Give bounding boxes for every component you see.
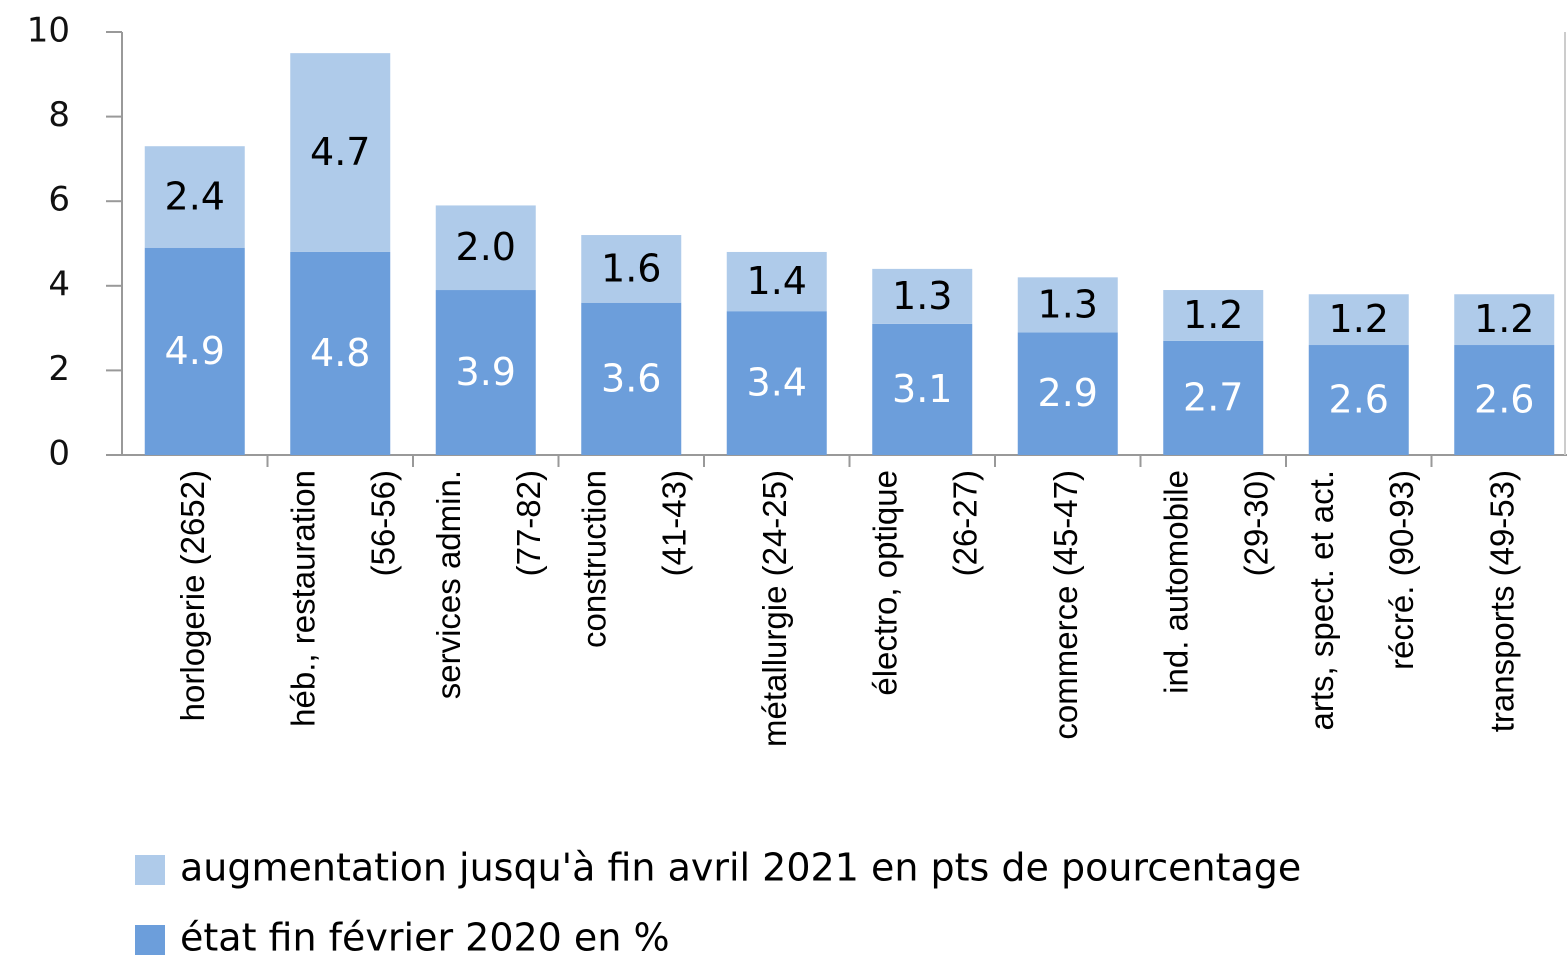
- x-tick-label-line: récré. (90-93): [1382, 470, 1419, 670]
- x-tick-label-line: services admin.: [429, 470, 466, 699]
- y-tick-label: 10: [27, 11, 70, 51]
- x-tick-label: services admin. (77-82): [429, 470, 546, 699]
- x-tick-label-line: construction: [575, 470, 612, 648]
- x-tick-label: électro, optique (26-27): [866, 470, 983, 696]
- x-tick-label-line: arts, spect. et act.: [1302, 470, 1339, 730]
- data-label: 4.7: [310, 130, 370, 174]
- bar-segment: [1017, 277, 1118, 333]
- x-tick-label: héb., restauration (56-56): [284, 470, 401, 727]
- bar-segment: [144, 146, 245, 248]
- bar-segment: [290, 53, 391, 252]
- data-label: 2.0: [456, 225, 516, 269]
- data-label: 2.4: [165, 174, 225, 218]
- bar-segment: [726, 311, 827, 455]
- data-label: 1.3: [892, 274, 952, 318]
- y-tick-label: 4: [48, 264, 70, 304]
- data-label: 3.9: [456, 350, 516, 394]
- data-label: 1.2: [1183, 293, 1243, 337]
- x-tick-label-line: commerce (45-47): [1046, 470, 1083, 740]
- data-label: 1.3: [1038, 282, 1098, 326]
- data-label: 3.1: [892, 367, 952, 411]
- bar-segment: [1163, 340, 1264, 455]
- bar-segment: [435, 205, 536, 291]
- data-label: 1.4: [747, 259, 807, 303]
- x-tick-label: transports (49-53): [1483, 470, 1520, 732]
- data-label: 4.9: [165, 329, 225, 373]
- x-tick-label-line: métallurgie (24-25): [755, 470, 792, 747]
- x-tick-label: construction (41-43): [575, 470, 692, 648]
- legend-label: augmentation jusqu'à fin avril 2021 en p…: [180, 846, 1301, 890]
- y-tick-label: 2: [48, 349, 70, 389]
- x-tick-label: horlogerie (2652): [173, 470, 210, 721]
- x-tick-label-line: transports (49-53): [1483, 470, 1520, 732]
- bar-segment: [1454, 294, 1555, 346]
- legend-label: état fin février 2020 en %: [180, 916, 670, 956]
- x-tick-label: métallurgie (24-25): [755, 470, 792, 747]
- x-tick-label-line: (56-56): [364, 470, 401, 576]
- bar-segment: [435, 290, 536, 455]
- legend-swatch: [135, 925, 165, 955]
- bar-segment: [872, 323, 973, 455]
- x-tick-label-line: horlogerie (2652): [173, 470, 210, 721]
- x-tick-label: arts, spect. et act. récré. (90-93): [1302, 470, 1419, 730]
- bar-segment: [726, 251, 827, 312]
- bar-segment: [1308, 294, 1409, 346]
- y-tick-label: 8: [48, 95, 70, 135]
- data-label: 3.6: [601, 356, 661, 400]
- y-tick-label: 0: [48, 434, 70, 474]
- bar-segment: [1454, 345, 1555, 455]
- y-tick-label: 6: [48, 180, 70, 220]
- x-tick-label-line: (77-82): [509, 470, 546, 576]
- data-label: 4.8: [310, 331, 370, 375]
- x-tick-label-line: ind. automobile: [1157, 470, 1194, 694]
- data-label: 1.2: [1329, 297, 1389, 341]
- data-label: 1.2: [1474, 297, 1534, 341]
- bar-segment: [1017, 332, 1118, 455]
- bar-segment: [872, 268, 973, 324]
- bar-segment: [581, 235, 682, 303]
- x-tick-label-line: héb., restauration: [284, 470, 321, 727]
- data-label: 3.4: [747, 361, 807, 405]
- data-label: 2.6: [1474, 378, 1534, 422]
- data-label: 2.6: [1329, 378, 1389, 422]
- bar-segment: [290, 251, 391, 455]
- x-tick-label: ind. automobile (29-30): [1157, 470, 1274, 694]
- bar-segment: [144, 247, 245, 455]
- data-label: 1.6: [601, 246, 661, 290]
- x-tick-label-line: (26-27): [946, 470, 983, 576]
- data-label: 2.7: [1183, 375, 1243, 419]
- bar-segment: [1163, 290, 1264, 341]
- data-label: 2.9: [1038, 371, 1098, 415]
- x-tick-label-line: (41-43): [655, 470, 692, 576]
- legend-swatch: [135, 855, 165, 885]
- bar-segment: [1308, 345, 1409, 455]
- x-tick-label-line: électro, optique: [866, 470, 903, 696]
- x-tick-label-line: (29-30): [1237, 470, 1274, 576]
- x-tick-label: commerce (45-47): [1046, 470, 1083, 740]
- bar-segment: [581, 302, 682, 455]
